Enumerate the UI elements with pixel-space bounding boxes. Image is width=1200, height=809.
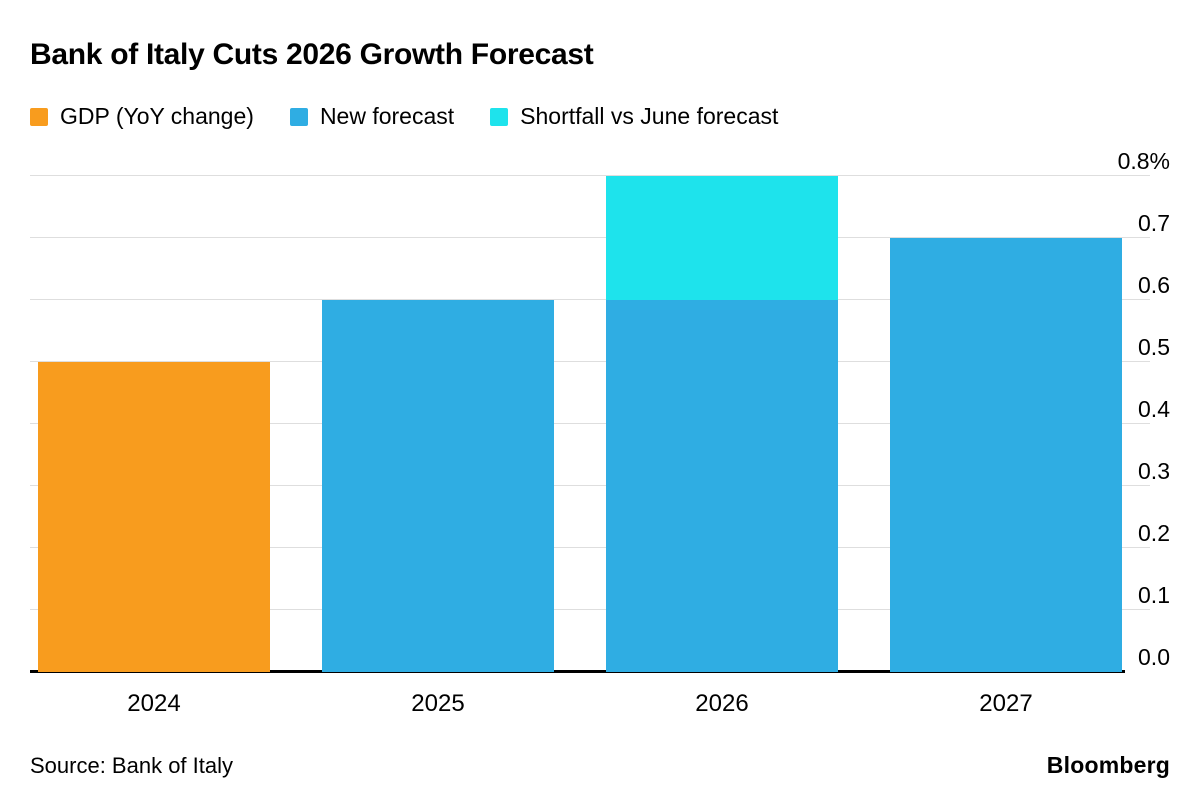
legend-item-2: Shortfall vs June forecast: [490, 103, 778, 130]
x-axis-tick-label: 2025: [411, 690, 465, 717]
y-axis-tick-label: 0.1: [1138, 582, 1170, 608]
legend-label: New forecast: [319, 103, 455, 129]
legend-item-1: New forecast: [289, 103, 455, 130]
bloomberg-logo: Bloomberg: [1046, 752, 1170, 778]
legend-label: GDP (YoY change): [60, 103, 254, 129]
y-axis-tick-label: 0.3: [1138, 458, 1170, 484]
x-axis-baseline: [30, 670, 1125, 673]
chart-title: Bank of Italy Cuts 2026 Growth Forecast: [30, 38, 594, 71]
bar-segment: [322, 300, 554, 672]
bar-segment: [38, 362, 270, 672]
gridline: [30, 175, 1150, 176]
y-axis-tick-label: 0.6: [1138, 272, 1170, 298]
y-axis-tick-label: 0.7: [1138, 210, 1170, 236]
legend: GDP (YoY change) New forecast Shortfall vs…: [30, 103, 778, 130]
gridline: [30, 485, 1150, 486]
legend-swatch-icon: [490, 107, 509, 126]
y-axis-tick-label: 0.5: [1138, 334, 1170, 360]
bar-segment: [606, 300, 838, 672]
source-label: Source: Bank of Italy: [30, 753, 233, 778]
bar-segment: [890, 238, 1122, 672]
gridline: [30, 423, 1150, 424]
legend-swatch-icon: [30, 107, 48, 126]
x-axis-tick-label: 2027: [979, 690, 1033, 717]
grid-area: 0.0 0.1 0.2 0.3 0.4 0.5 0.6 0.7 0.8% 2024 2025 2026…: [30, 148, 1170, 717]
gridline: [30, 547, 1150, 548]
footer: Source: Bank of Italy Bloomberg: [30, 752, 1170, 779]
gridline: [30, 299, 1150, 300]
y-axis-tick-label: 0.2: [1138, 520, 1170, 546]
y-axis-tick-label: 0.8%: [1117, 148, 1170, 174]
plot-area: 0.0 0.1 0.2 0.3 0.4 0.5 0.6 0.7 0.8% 2024 2025 2026…: [30, 146, 1170, 746]
gridline: [30, 361, 1150, 362]
legend-swatch-icon: [289, 107, 308, 126]
bar-segment: [606, 176, 838, 300]
x-axis-tick-label: 2026: [695, 690, 749, 717]
legend-item-0: GDP (YoY change): [30, 103, 254, 130]
y-axis-tick-label: 0.4: [1138, 396, 1170, 422]
gridline: [30, 237, 1150, 238]
gridline: [30, 609, 1150, 610]
legend-label: Shortfall vs June forecast: [520, 103, 779, 129]
y-axis-tick-label: 0.0: [1138, 644, 1170, 670]
x-axis-tick-label: 2024: [127, 690, 181, 717]
